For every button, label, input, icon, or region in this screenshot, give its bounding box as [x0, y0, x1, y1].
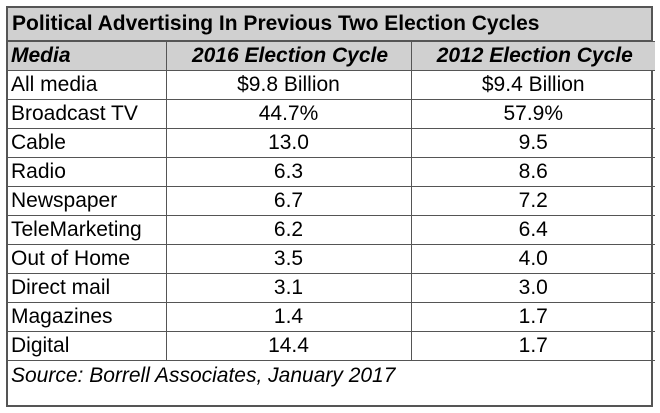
value-2016-cell: 6.7	[165, 186, 412, 216]
value-2016-cell: $9.8 Billion	[165, 70, 412, 100]
table-row: All media $9.8 Billion $9.4 Billion	[8, 70, 655, 100]
table-row: Direct mail 3.1 3.0	[8, 273, 655, 303]
table-row: Cable 13.0 9.5	[8, 128, 655, 158]
table-row: Out of Home 3.5 4.0	[8, 244, 655, 274]
source-note: Source: Borrell Associates, January 2017	[8, 360, 655, 392]
column-header-2016: 2016 Election Cycle	[165, 41, 412, 71]
value-2016-cell: 13.0	[165, 128, 412, 158]
media-cell: Newspaper	[8, 186, 167, 216]
media-cell: TeleMarketing	[8, 215, 167, 245]
table-row: Digital 14.4 1.7	[8, 331, 655, 361]
table-title: Political Advertising In Previous Two El…	[8, 8, 651, 41]
media-cell: Broadcast TV	[8, 99, 167, 129]
media-cell: Digital	[8, 331, 167, 361]
header-row: Media 2016 Election Cycle 2012 Election …	[8, 41, 655, 71]
table-row: TeleMarketing 6.2 6.4	[8, 215, 655, 245]
table-row: Newspaper 6.7 7.2	[8, 186, 655, 216]
source-row: Source: Borrell Associates, January 2017	[8, 360, 655, 392]
value-2016-cell: 14.4	[165, 331, 412, 361]
media-cell: Radio	[8, 157, 167, 187]
table-row: Magazines 1.4 1.7	[8, 302, 655, 332]
value-2012-cell: $9.4 Billion	[410, 70, 655, 100]
value-2012-cell: 1.7	[410, 302, 655, 332]
media-cell: All media	[8, 70, 167, 100]
value-2016-cell: 3.5	[165, 244, 412, 274]
value-2016-cell: 6.2	[165, 215, 412, 245]
value-2012-cell: 1.7	[410, 331, 655, 361]
value-2016-cell: 3.1	[165, 273, 412, 303]
value-2016-cell: 6.3	[165, 157, 412, 187]
value-2012-cell: 7.2	[410, 186, 655, 216]
media-cell: Magazines	[8, 302, 167, 332]
data-table: Media 2016 Election Cycle 2012 Election …	[8, 41, 655, 392]
value-2012-cell: 8.6	[410, 157, 655, 187]
value-2016-cell: 1.4	[165, 302, 412, 332]
value-2012-cell: 9.5	[410, 128, 655, 158]
value-2012-cell: 57.9%	[410, 99, 655, 129]
media-cell: Out of Home	[8, 244, 167, 274]
value-2016-cell: 44.7%	[165, 99, 412, 129]
table-row: Radio 6.3 8.6	[8, 157, 655, 187]
value-2012-cell: 6.4	[410, 215, 655, 245]
column-header-media: Media	[8, 41, 167, 71]
table-row: Broadcast TV 44.7% 57.9%	[8, 99, 655, 129]
media-cell: Cable	[8, 128, 167, 158]
column-header-2012: 2012 Election Cycle	[410, 41, 655, 71]
media-cell: Direct mail	[8, 273, 167, 303]
value-2012-cell: 4.0	[410, 244, 655, 274]
advertising-table: Political Advertising In Previous Two El…	[6, 6, 655, 407]
value-2012-cell: 3.0	[410, 273, 655, 303]
